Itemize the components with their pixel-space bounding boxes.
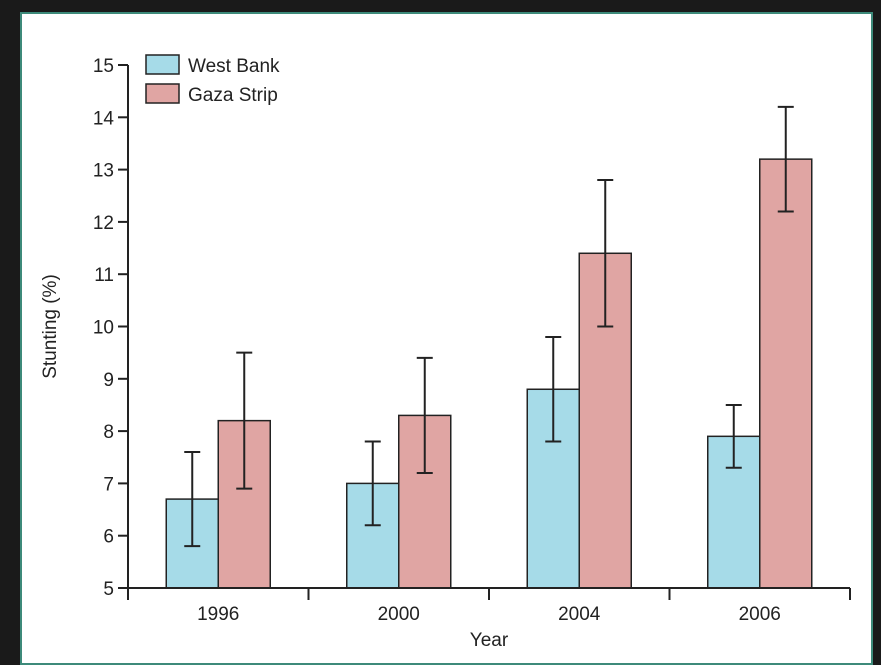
y-tick-label: 14 xyxy=(93,108,115,129)
bar-chart: 5 6 7 8 9 10 11 12 13 14 15 1996 2000 2004 2006 West B… xyxy=(40,54,851,651)
chart-panel: 5 6 7 8 9 10 11 12 13 14 15 1996 2000 2004 2006 West B… xyxy=(20,12,873,665)
x-axis-title: Year xyxy=(470,630,509,651)
y-tick-label: 8 xyxy=(103,422,114,443)
legend-swatch-west-bank xyxy=(145,54,180,75)
legend-label-gaza-strip: Gaza Strip xyxy=(188,85,278,106)
y-tick-label: 9 xyxy=(103,370,114,391)
legend-label-west-bank: West Bank xyxy=(188,56,280,77)
y-tick-label: 6 xyxy=(103,527,114,548)
y-tick-label: 11 xyxy=(94,265,114,286)
bars-layer xyxy=(165,158,813,589)
y-tick-label: 13 xyxy=(93,161,114,182)
y-axis-title: Stunting (%) xyxy=(40,274,61,379)
bar-gaza-strip-2000 xyxy=(398,414,452,589)
x-tick-label-2006: 2006 xyxy=(739,604,781,625)
x-tick-label-2000: 2000 xyxy=(378,604,420,625)
bar-gaza-strip-2006 xyxy=(759,158,813,589)
y-tick-label: 15 xyxy=(93,56,114,77)
y-tick-label: 12 xyxy=(93,213,114,234)
x-tick-label-2004: 2004 xyxy=(558,604,601,625)
legend-swatch-gaza-strip xyxy=(145,83,180,104)
y-tick-label: 5 xyxy=(103,579,114,600)
y-tick-label: 7 xyxy=(103,474,114,495)
axes-layer: 5 6 7 8 9 10 11 12 13 14 15 1996 2000 2004 2006 xyxy=(93,56,851,625)
error-bars-layer xyxy=(184,105,794,548)
x-tick-label-1996: 1996 xyxy=(197,604,239,625)
y-tick-label: 10 xyxy=(93,318,114,339)
legend: West Bank Gaza Strip xyxy=(145,54,280,106)
